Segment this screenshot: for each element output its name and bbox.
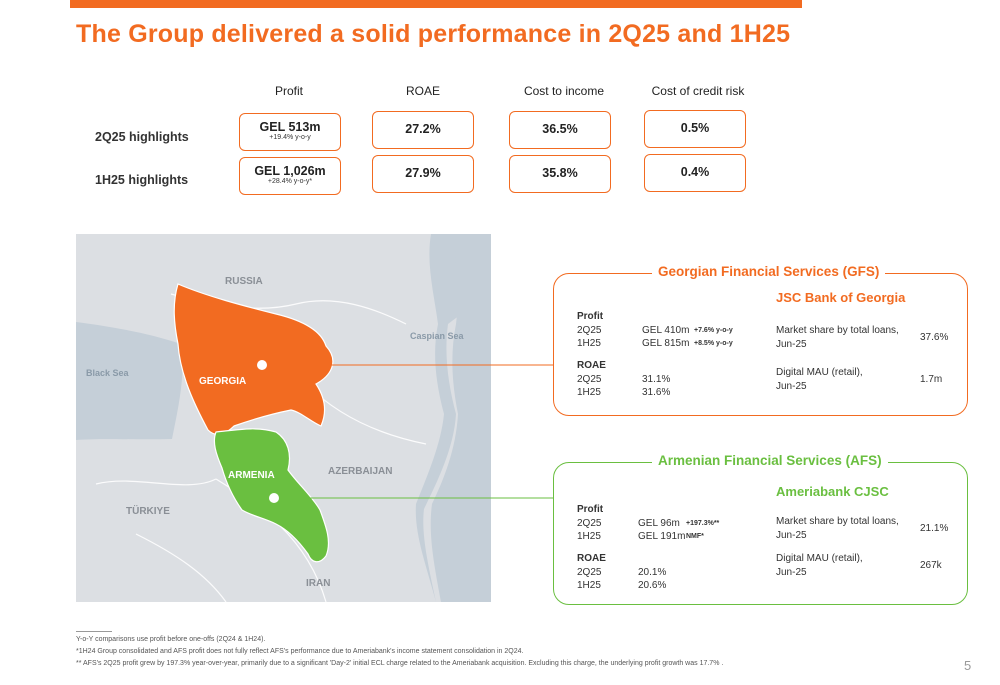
gfs-roae-period: 1H25: [577, 387, 601, 398]
kpi-box-1h25-roae: 27.9%: [372, 155, 474, 193]
row-label-2q25: 2Q25 highlights: [95, 130, 189, 144]
afs-bank-name: Ameriabank CJSC: [776, 484, 889, 499]
kpi-value: 35.8%: [542, 166, 578, 180]
afs-metric1-label: Market share by total loans,: [776, 516, 899, 527]
kpi-box-2q25-cost-to-income: 36.5%: [509, 111, 611, 149]
kpi-value: GEL 513m: [259, 120, 321, 134]
kpi-header-cost-to-income: Cost to income: [523, 84, 605, 98]
black-sea: [76, 322, 183, 440]
gfs-roae-value: 31.6%: [642, 387, 671, 398]
label-azerbaijan: AZERBAIJAN: [328, 466, 392, 477]
footnote-3: ** AFS's 2Q25 profit grew by 197.3% year…: [76, 660, 724, 667]
label-iran: IRAN: [306, 578, 330, 589]
afs-metric1-value: 21.1%: [920, 523, 949, 534]
afs-profit-label: Profit: [577, 504, 604, 515]
gfs-roae-value: 31.1%: [642, 374, 671, 385]
kpi-box-2q25-cost-of-credit-risk: 0.5%: [644, 110, 746, 148]
region-map: RUSSIA Caspian Sea Black Sea GEORGIA ARM…: [76, 234, 491, 602]
page-number: 5: [964, 658, 972, 673]
kpi-header-profit: Profit: [274, 84, 303, 98]
top-accent-bar: [70, 0, 802, 8]
gfs-roae-period: 2Q25: [577, 374, 602, 385]
afs-profit-change: NMF*: [686, 533, 704, 540]
label-georgia: GEORGIA: [199, 376, 246, 387]
afs-roae-label: ROAE: [577, 553, 606, 564]
afs-profit-value: GEL 191m: [638, 531, 686, 542]
page-title: The Group delivered a solid performance …: [76, 20, 791, 48]
afs-roae-value: 20.1%: [638, 567, 667, 578]
gfs-profit-change: +8.5% y-o-y: [694, 340, 733, 347]
gfs-metric2-date: Jun-25: [776, 381, 807, 392]
label-black-sea: Black Sea: [86, 368, 130, 378]
gfs-bank-name: JSC Bank of Georgia: [776, 290, 906, 305]
kpi-header-roae: ROAE: [405, 84, 440, 98]
kpi-box-1h25-cost-of-credit-risk: 0.4%: [644, 154, 746, 192]
gfs-profit-label: Profit: [577, 311, 604, 322]
kpi-value: 27.9%: [405, 166, 441, 180]
gfs-metric1-label: Market share by total loans,: [776, 325, 899, 336]
kpi-box-2q25-roae: 27.2%: [372, 111, 474, 149]
afs-profit-period: 2Q25: [577, 518, 602, 529]
gfs-metric1-value: 37.6%: [920, 332, 949, 343]
gfs-profit-period: 1H25: [577, 338, 601, 349]
gfs-metric1-date: Jun-25: [776, 339, 807, 350]
row-label-1h25: 1H25 highlights: [95, 173, 189, 187]
kpi-value: 27.2%: [405, 122, 441, 136]
kpi-value: 0.5%: [680, 121, 710, 135]
afs-metric2-value: 267k: [920, 560, 942, 571]
afs-profit-value: GEL 96m: [638, 518, 680, 529]
gfs-title: Georgian Financial Services (GFS): [652, 264, 886, 279]
afs-metric1-date: Jun-25: [776, 530, 807, 541]
afs-title: Armenian Financial Services (AFS): [652, 453, 888, 468]
label-armenia: ARMENIA: [228, 470, 275, 481]
kpi-value: 36.5%: [542, 122, 578, 136]
footnote-rule: [76, 631, 112, 632]
gfs-profit-value: GEL 410m: [642, 325, 690, 336]
kpi-value: 0.4%: [680, 165, 710, 179]
gfs-panel: Georgian Financial Services (GFS) JSC Ba…: [553, 264, 968, 416]
gfs-metric2-label: Digital MAU (retail),: [776, 367, 863, 378]
caspian-sea: [415, 234, 491, 602]
gfs-profit-period: 2Q25: [577, 325, 602, 336]
kpi-subvalue: +28.4% y-o-y*: [267, 178, 313, 185]
label-caspian: Caspian Sea: [410, 331, 465, 341]
kpi-subvalue: +19.4% y-o-y: [269, 134, 311, 141]
gfs-metric2-value: 1.7m: [920, 374, 943, 385]
label-turkiye: TÜRKIYE: [126, 504, 170, 517]
tbilisi-marker: [257, 360, 267, 370]
label-russia: RUSSIA: [225, 276, 263, 287]
footnote-2: *1H24 Group consolidated and AFS profit …: [76, 648, 524, 655]
gfs-profit-value: GEL 815m: [642, 338, 690, 349]
afs-profit-period: 1H25: [577, 531, 601, 542]
kpi-box-2q25-profit: GEL 513m +19.4% y-o-y: [239, 113, 341, 151]
kpi-box-1h25-profit: GEL 1,026m +28.4% y-o-y*: [239, 157, 341, 195]
afs-roae-period: 1H25: [577, 580, 601, 591]
kpi-value: GEL 1,026m: [254, 164, 326, 178]
georgia-shape: [173, 283, 334, 435]
afs-panel: Armenian Financial Services (AFS) Ameria…: [553, 453, 968, 605]
kpi-header-cost-of-credit-risk: Cost of credit risk: [651, 84, 745, 98]
afs-roae-value: 20.6%: [638, 580, 667, 591]
afs-metric2-date: Jun-25: [776, 567, 807, 578]
gfs-roae-label: ROAE: [577, 360, 606, 371]
kpi-box-1h25-cost-to-income: 35.8%: [509, 155, 611, 193]
afs-profit-change: +197.3%**: [686, 520, 720, 527]
afs-metric2-label: Digital MAU (retail),: [776, 553, 863, 564]
gfs-profit-change: +7.6% y-o-y: [694, 327, 733, 334]
footnote-1: Y-o-Y comparisons use profit before one-…: [76, 636, 266, 643]
afs-roae-period: 2Q25: [577, 567, 602, 578]
yerevan-marker: [269, 493, 279, 503]
